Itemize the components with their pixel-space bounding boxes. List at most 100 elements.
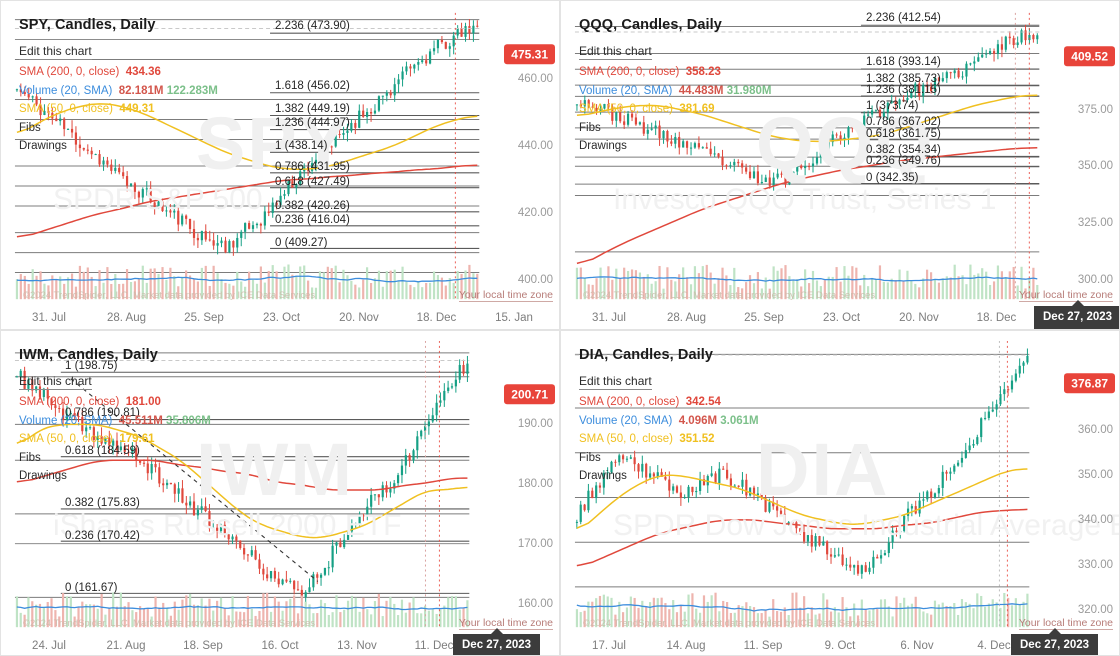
fib-label-qqq-2[interactable]: 1.382 (385.73) — [866, 73, 941, 86]
legend-drawings-dia[interactable]: Drawings — [579, 470, 627, 482]
fib-price-qqq-6: 361.75 — [901, 127, 937, 140]
legend-volume-qqq[interactable]: Volume (20, SMA) 44.483M 31.980M — [579, 82, 771, 101]
fib-label-iwm-5[interactable]: 0 (161.67) — [65, 582, 118, 594]
fib-label-spy-5[interactable]: 0.786 (431.95) — [275, 160, 350, 173]
legend-sma200-label-iwm: SMA (200, 0, close) — [19, 396, 120, 408]
fib-price-qqq-4: 373.74 — [879, 100, 915, 113]
y-axis-label-spy-0: 460.00 — [517, 73, 553, 85]
last-price-badge-qqq[interactable]: 409.52 — [1064, 46, 1115, 66]
fib-label-spy-0[interactable]: 2.236 (473.90) — [275, 20, 350, 33]
chart-panel-iwm[interactable]: IWM iShares Russell 2000 ETF IWM, Candles,… — [0, 330, 560, 656]
chart-panel-spy[interactable]: SPY SPDR S&P 500 SPY, Candles, Daily Edit t… — [0, 0, 560, 330]
fib-label-spy-1[interactable]: 1.618 (456.02) — [275, 80, 350, 93]
legend-volume-value-qqq: 44.483M — [678, 84, 724, 97]
legend-drawings-iwm[interactable]: Drawings — [19, 470, 67, 482]
fib-price-qqq-0: 412.54 — [901, 12, 937, 25]
fib-label-qqq-0[interactable]: 2.236 (412.54) — [866, 12, 941, 25]
edit-this-chart-link-iwm[interactable]: Edit this chart — [19, 374, 92, 390]
plot-canvas-dia[interactable] — [561, 331, 1119, 655]
legend-volume-iwm[interactable]: Volume (20, SMA) 45.511M 35.806M — [19, 412, 211, 431]
legend-sma50-label-dia: SMA (50, 0, close) — [579, 433, 673, 445]
fib-price-spy-3: 444.97 — [310, 117, 346, 130]
y-axis-label-spy-2: 420.00 — [517, 206, 553, 219]
fib-price-qqq-3: 381.15 — [901, 83, 937, 96]
legend-sma50-iwm[interactable]: SMA (50, 0, close) 179.61 — [19, 430, 211, 449]
legend-sma200-dia[interactable]: SMA (200, 0, close) 342.54 — [579, 393, 759, 412]
y-axis-label-dia-3: 340.00 — [1077, 514, 1113, 526]
copyright-notice-iwm: ©2024 TrendSpider, LLC. Market data prov… — [23, 618, 316, 629]
fib-label-iwm-3[interactable]: 0.382 (175.83) — [65, 497, 140, 509]
legend-sma50-qqq[interactable]: SMA (50, 0, close) 381.69 — [579, 100, 771, 119]
fib-label-qqq-7[interactable]: 0.382 (354.34) — [866, 144, 941, 157]
fib-price-qqq-5: 367.02 — [901, 115, 937, 128]
plot-canvas-iwm[interactable] — [1, 331, 559, 655]
legend-sma200-value-spy: 434.36 — [125, 66, 161, 78]
panel-title-dia: DIA, Candles, Daily — [579, 347, 714, 363]
fib-price-iwm-0: 198.75 — [78, 359, 114, 372]
last-price-badge-spy[interactable]: 475.31 — [504, 44, 555, 64]
legend-volume-value-iwm: 45.511M — [118, 414, 163, 427]
fib-label-spy-7[interactable]: 0.382 (420.26) — [275, 200, 350, 213]
legend-fibs-qqq[interactable]: Fibs — [579, 121, 601, 134]
legend-fibs-iwm[interactable]: Fibs — [19, 451, 41, 464]
legend-drawings-qqq[interactable]: Drawings — [579, 140, 627, 152]
legend-sma200-iwm[interactable]: SMA (200, 0, close) 181.00 — [19, 393, 211, 412]
fib-label-spy-8[interactable]: 0.236 (416.04) — [275, 214, 350, 227]
fib-label-qqq-8[interactable]: 0.236 (349.76) — [866, 154, 941, 167]
timezone-note-qqq: Your local time zone — [1018, 289, 1113, 302]
legend-sma50-spy[interactable]: SMA (50, 0, close) 449.31 — [19, 100, 218, 119]
legend-volume-spy[interactable]: Volume (20, SMA) 82.181M 122.283M — [19, 82, 218, 101]
legend-sma50-value-dia: 351.52 — [679, 433, 715, 445]
fib-label-qqq-9[interactable]: 0 (342.35) — [866, 171, 919, 184]
legend-sma50-value-qqq: 381.69 — [679, 103, 715, 115]
chart-panel-qqq[interactable]: QQQ Invesco QQQ Trust, Series 1 QQQ, Candl… — [560, 0, 1120, 330]
fib-label-iwm-4[interactable]: 0.236 (170.42) — [65, 529, 140, 542]
panel-legend-iwm: Edit this chart SMA (200, 0, close) 181.0… — [19, 373, 211, 486]
plot-canvas-qqq[interactable] — [561, 1, 1119, 329]
fib-label-spy-2[interactable]: 1.382 (449.19) — [275, 103, 350, 116]
y-axis-label-dia-4: 330.00 — [1077, 559, 1113, 571]
last-price-badge-iwm[interactable]: 200.71 — [504, 384, 555, 404]
fib-level-qqq-5: 0.786 — [866, 115, 895, 128]
legend-fibs-dia[interactable]: Fibs — [579, 451, 601, 464]
copyright-notice-dia: ©2024 TrendSpider, LLC. Market data prov… — [583, 618, 876, 629]
fib-label-qqq-1[interactable]: 1.618 (393.14) — [866, 56, 941, 69]
plot-canvas-spy[interactable] — [1, 1, 559, 329]
fib-price-spy-0: 473.90 — [310, 20, 346, 33]
legend-volume-dia[interactable]: Volume (20, SMA) 4.096M 3.061M — [579, 412, 759, 431]
legend-sma200-spy[interactable]: SMA (200, 0, close) 434.36 — [19, 63, 218, 82]
fib-level-qqq-6: 0.618 — [866, 127, 895, 140]
edit-this-chart-link-qqq[interactable]: Edit this chart — [579, 44, 652, 60]
last-price-badge-dia[interactable]: 376.87 — [1064, 373, 1115, 393]
fib-level-spy-2: 1.382 — [275, 103, 304, 116]
fib-label-qqq-6[interactable]: 0.618 (361.75) — [866, 127, 941, 140]
fib-label-qqq-5[interactable]: 0.786 (367.02) — [866, 115, 941, 128]
y-axis-label-iwm-1: 180.00 — [517, 478, 553, 490]
x-axis-label-dia-4: 6. Nov — [900, 640, 934, 652]
fib-label-qqq-4[interactable]: 1 (373.74) — [866, 100, 919, 113]
panel-legend-dia: Edit this chart SMA (200, 0, close) 342.5… — [579, 373, 759, 486]
edit-this-chart-link-dia[interactable]: Edit this chart — [579, 374, 652, 390]
legend-drawings-spy[interactable]: Drawings — [19, 140, 67, 152]
legend-sma200-qqq[interactable]: SMA (200, 0, close) 358.23 — [579, 63, 771, 82]
fib-label-spy-4[interactable]: 1 (438.14) — [275, 140, 328, 153]
legend-volume-label-dia: Volume (20, SMA) — [579, 414, 673, 427]
fib-price-qqq-9: 342.35 — [879, 171, 915, 184]
x-axis-label-spy-2: 25. Sep — [184, 312, 224, 324]
fib-label-spy-6[interactable]: 0.618 (427.49) — [275, 175, 350, 188]
fib-label-qqq-3[interactable]: 1.236 (381.15) — [866, 83, 941, 96]
legend-sma50-label-spy: SMA (50, 0, close) — [19, 103, 113, 115]
fib-label-spy-3[interactable]: 1.236 (444.97) — [275, 117, 350, 130]
fib-label-spy-9[interactable]: 0 (409.27) — [275, 236, 328, 249]
fib-level-spy-9: 0 — [275, 236, 282, 249]
legend-fibs-spy[interactable]: Fibs — [19, 121, 41, 134]
fib-label-iwm-2[interactable]: 0.618 (184.59) — [65, 444, 140, 457]
fib-label-iwm-0[interactable]: 1 (198.75) — [65, 359, 118, 372]
legend-sma50-dia[interactable]: SMA (50, 0, close) 351.52 — [579, 430, 759, 449]
fib-level-spy-7: 0.382 — [275, 200, 304, 213]
fib-price-spy-1: 456.02 — [310, 80, 346, 93]
fib-label-iwm-1[interactable]: 0.786 (190.81) — [65, 407, 140, 420]
chart-panel-dia[interactable]: DIA SPDR Dow Jones Industrial Average ETF… — [560, 330, 1120, 656]
edit-this-chart-link-spy[interactable]: Edit this chart — [19, 44, 92, 60]
fib-price-qqq-2: 385.73 — [901, 73, 937, 86]
